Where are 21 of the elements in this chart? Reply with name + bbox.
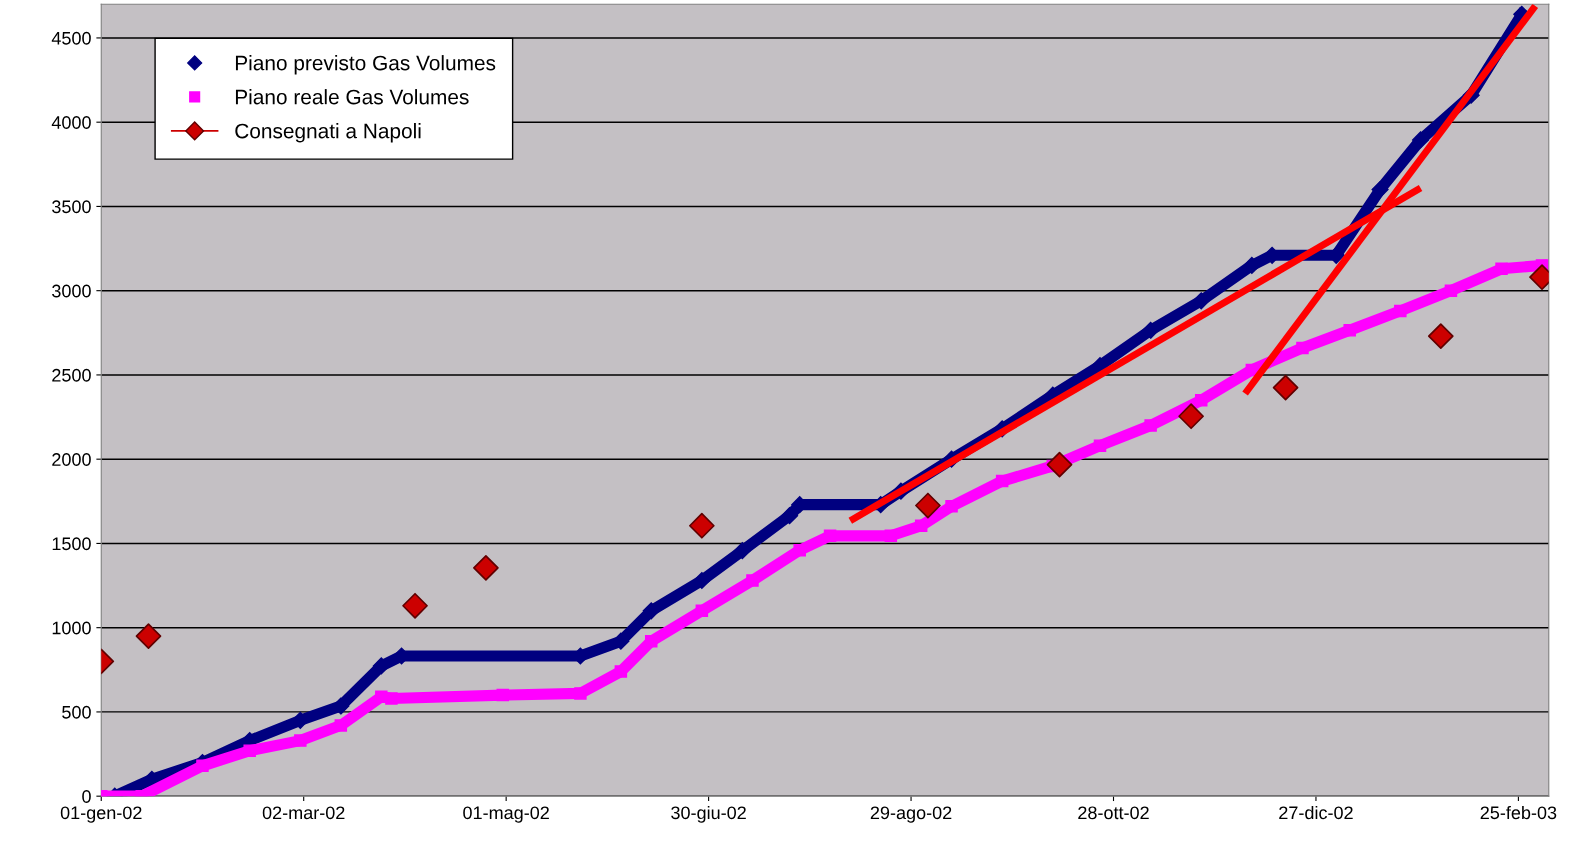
- x-tick-label: 27-dic-02: [1279, 805, 1353, 820]
- legend-label: Consegnati a Napoli: [235, 123, 421, 143]
- x-tick-label: 30-giu-02: [671, 805, 746, 823]
- x-tick-label: 25-feb-03: [1480, 805, 1557, 820]
- legend-label: Piano previsto Gas Volumes: [235, 55, 496, 75]
- y-tick-label: 500: [62, 705, 91, 719]
- y-tick-label: 2000: [52, 453, 91, 466]
- x-tick-label: 01-gen-02: [60, 806, 142, 823]
- x-tick-label: 01-mag-02: [463, 806, 549, 823]
- y-tick-label: 4500: [51, 31, 91, 45]
- legend-label: Piano reale Gas Volumes: [235, 89, 469, 105]
- y-tick-label: 4000: [51, 116, 91, 129]
- x-tick-label: 02-mar-02: [262, 806, 345, 820]
- y-tick-label: 3000: [52, 284, 91, 298]
- y-tick-label: 0: [82, 790, 91, 803]
- x-tick-label: 29-ago-02: [870, 806, 952, 823]
- y-tick-label: 2500: [52, 368, 91, 382]
- y-tick-label: 1500: [52, 537, 91, 551]
- y-tick-label: 1000: [52, 621, 91, 635]
- x-tick-label: 28-ott-02: [1078, 806, 1149, 820]
- y-tick-label: 3500: [52, 200, 91, 214]
